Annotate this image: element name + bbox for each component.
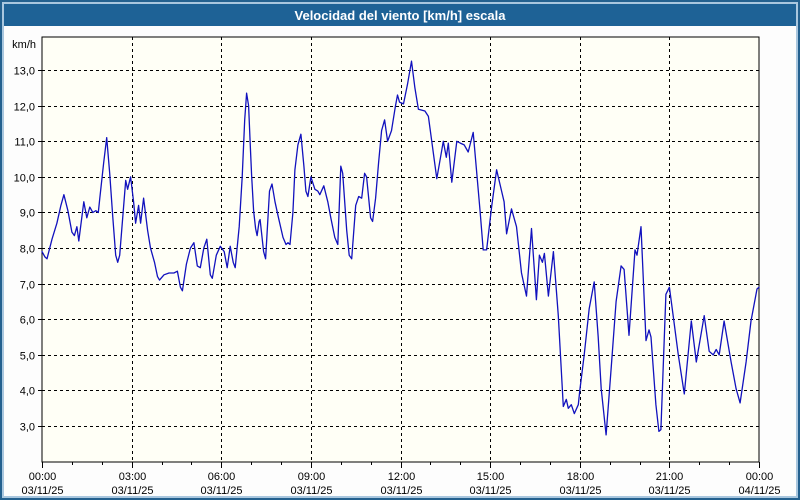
x-tick-date-label: 03/11/25 (21, 485, 63, 497)
x-tick-time-label: 15:00 (477, 471, 505, 483)
x-tick-time-label: 09:00 (298, 471, 326, 483)
x-tick-time-label: 21:00 (656, 471, 684, 483)
x-tick-time-label: 00:00 (746, 471, 774, 483)
x-tick-time-label: 12:00 (388, 471, 416, 483)
y-tick-label: 10,0 (14, 173, 35, 185)
y-tick-label: 9,0 (20, 208, 35, 220)
y-tick-label: 11,0 (14, 137, 35, 149)
x-tick-date-label: 03/11/25 (469, 485, 511, 497)
x-tick-date-label: 03/11/25 (200, 485, 242, 497)
y-tick-label: 6,0 (20, 315, 35, 327)
y-axis-unit-label: km/h (12, 39, 36, 51)
y-tick-label: 4,0 (20, 386, 35, 398)
x-tick-date-label: 04/11/25 (738, 485, 780, 497)
y-tick-label: 12,0 (14, 102, 35, 114)
wind-speed-series-line (41, 60, 760, 436)
y-tick-label: 3,0 (20, 422, 35, 434)
plot-area (41, 36, 760, 463)
chart-title: Velocidad del viento [km/h] escala (294, 7, 506, 23)
y-tick-label: 8,0 (20, 244, 35, 256)
x-tick-time-label: 03:00 (119, 471, 147, 483)
y-tick-label: 5,0 (20, 351, 35, 363)
y-tick-label: 7,0 (20, 280, 35, 292)
x-tick-date-label: 03/11/25 (380, 485, 422, 497)
x-tick-time-label: 18:00 (567, 471, 595, 483)
x-tick-date-label: 03/11/25 (290, 485, 332, 497)
x-tick-time-label: 06:00 (208, 471, 236, 483)
x-tick-date-label: 03/11/25 (648, 485, 690, 497)
y-tick-label: 13,0 (14, 66, 35, 78)
x-tick-time-label: 00:00 (29, 471, 57, 483)
chart-title-bar: Velocidad del viento [km/h] escala (4, 4, 796, 26)
x-tick-date-label: 03/11/25 (111, 485, 153, 497)
x-tick-date-label: 03/11/25 (559, 485, 601, 497)
